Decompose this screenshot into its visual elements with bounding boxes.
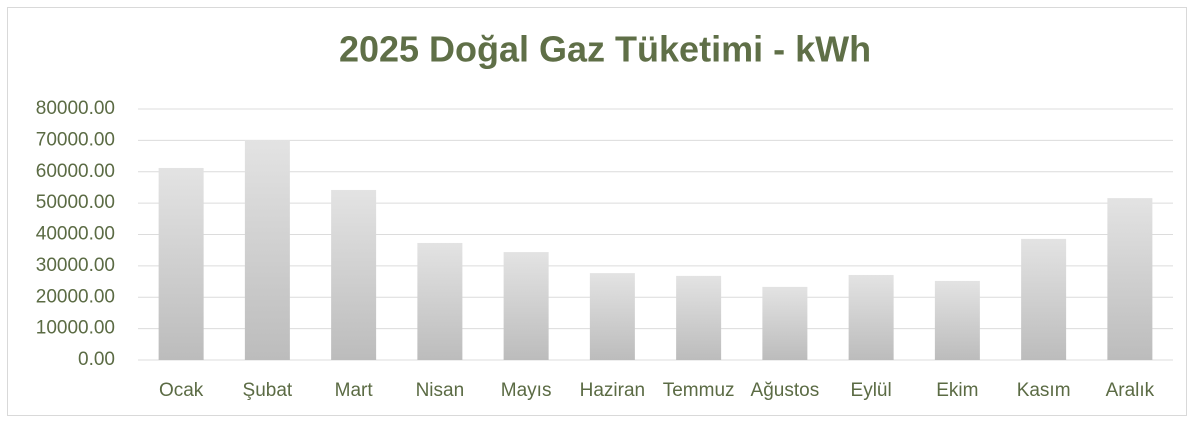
bar: [158, 167, 204, 360]
y-tick-label: 10000.00: [36, 318, 115, 339]
y-tick-label: 60000.00: [36, 161, 115, 182]
bar: [848, 274, 894, 360]
x-tick-label: Haziran: [580, 380, 645, 401]
x-tick-label: Aralık: [1106, 380, 1155, 401]
bar: [503, 252, 549, 360]
x-tick-label: Kasım: [1017, 380, 1071, 401]
y-tick-label: 80000.00: [36, 98, 115, 119]
bar: [676, 275, 722, 360]
bar: [1021, 238, 1067, 360]
chart-title: 2025 Doğal Gaz Tüketimi - kWh: [339, 29, 871, 70]
bar: [762, 286, 808, 360]
y-tick-label: 20000.00: [36, 286, 115, 307]
x-tick-label: Şubat: [243, 380, 293, 401]
x-tick-label: Ocak: [159, 380, 204, 401]
bar: [934, 280, 980, 360]
bar: [417, 242, 463, 360]
x-tick-label: Mart: [335, 380, 374, 401]
bar: [1107, 198, 1153, 360]
x-tick-label: Ekim: [936, 380, 978, 401]
x-tick-label: Mayıs: [501, 380, 552, 401]
y-tick-label: 70000.00: [36, 129, 115, 150]
y-tick-label: 50000.00: [36, 192, 115, 213]
bar: [331, 189, 377, 360]
bar: [244, 140, 290, 360]
y-tick-label: 30000.00: [36, 255, 115, 276]
x-tick-label: Nisan: [416, 380, 465, 401]
bar: [589, 273, 635, 360]
y-tick-label: 0.00: [78, 349, 115, 370]
x-tick-label: Ağustos: [751, 380, 820, 401]
x-tick-label: Temmuz: [663, 380, 735, 401]
y-tick-label: 40000.00: [36, 224, 115, 245]
x-tick-label: Eylül: [851, 380, 892, 401]
